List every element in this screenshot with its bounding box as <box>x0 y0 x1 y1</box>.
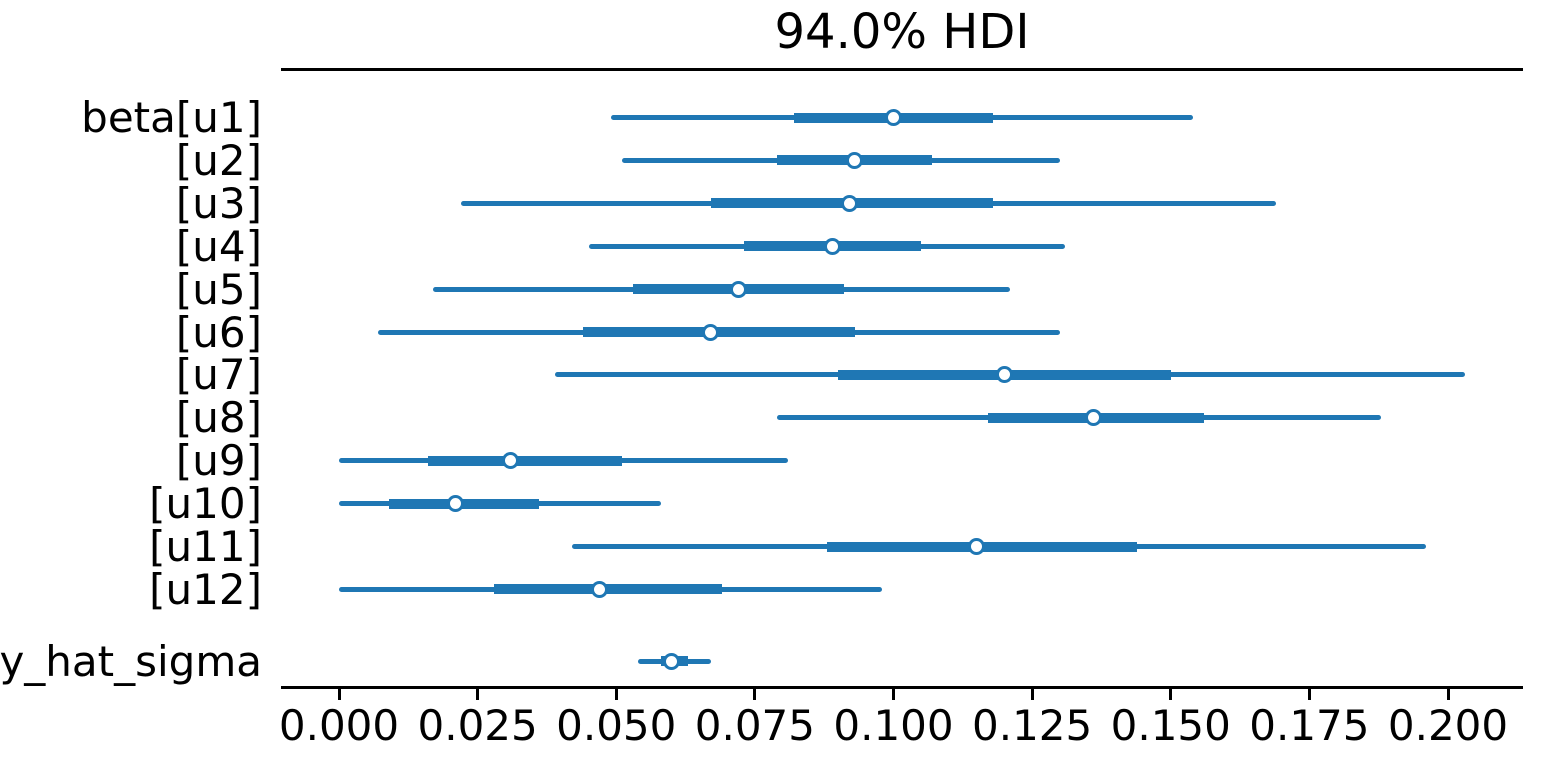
x-tick-mark <box>1446 689 1450 700</box>
x-tick-mark <box>892 689 895 700</box>
median-marker <box>846 151 864 169</box>
top-spine <box>281 68 1523 71</box>
median-marker <box>885 109 902 126</box>
x-tick-label: 0.050 <box>556 701 677 750</box>
y-tick-label: [u5] <box>175 264 262 314</box>
x-tick-label: 0.075 <box>694 701 815 750</box>
median-marker <box>702 323 719 341</box>
x-tick-mark <box>1169 689 1173 700</box>
x-tick-label: 0.125 <box>972 701 1093 750</box>
y-tick-label: [u2] <box>175 135 262 185</box>
x-tick-mark <box>753 689 757 700</box>
y-tick-label: [u3] <box>175 178 262 228</box>
x-tick-label: 0.100 <box>833 701 954 750</box>
x-tick-mark <box>476 689 480 700</box>
y-tick-label: [u8] <box>175 393 262 443</box>
y-tick-label: beta[u1] <box>81 93 262 142</box>
y-tick-label: [u6] <box>175 307 262 357</box>
median-marker <box>995 366 1013 384</box>
median-marker <box>591 580 609 598</box>
chart-title: 94.0% HDI <box>774 4 1030 60</box>
median-marker <box>968 538 986 555</box>
median-marker <box>729 280 747 298</box>
x-tick-mark <box>1307 689 1311 700</box>
median-marker <box>840 194 858 212</box>
x-tick-label: 0.000 <box>278 701 400 750</box>
x-tick-label: 0.200 <box>1387 701 1509 750</box>
y-tick-label: [u12] <box>149 564 262 614</box>
x-tick-mark <box>337 689 341 700</box>
median-marker <box>663 652 681 670</box>
y-tick-label: y_hat_sigma <box>0 636 262 686</box>
median-marker <box>824 237 841 255</box>
median-marker <box>1084 409 1102 427</box>
x-tick-label: 0.150 <box>1110 701 1231 750</box>
y-tick-label: [u9] <box>175 436 262 486</box>
x-tick-label: 0.175 <box>1249 701 1370 750</box>
x-tick-mark <box>1030 689 1034 700</box>
y-tick-label: [u7] <box>175 350 262 400</box>
x-tick-label: 0.025 <box>417 701 538 750</box>
y-tick-label: [u11] <box>149 522 262 571</box>
y-tick-label: [u4] <box>175 221 262 271</box>
inner-quartile-line <box>427 455 622 466</box>
x-axis-spine <box>281 686 1523 689</box>
median-marker <box>446 495 464 513</box>
median-marker <box>502 452 520 470</box>
x-tick-mark <box>614 689 618 700</box>
y-tick-label: [u10] <box>149 479 262 529</box>
